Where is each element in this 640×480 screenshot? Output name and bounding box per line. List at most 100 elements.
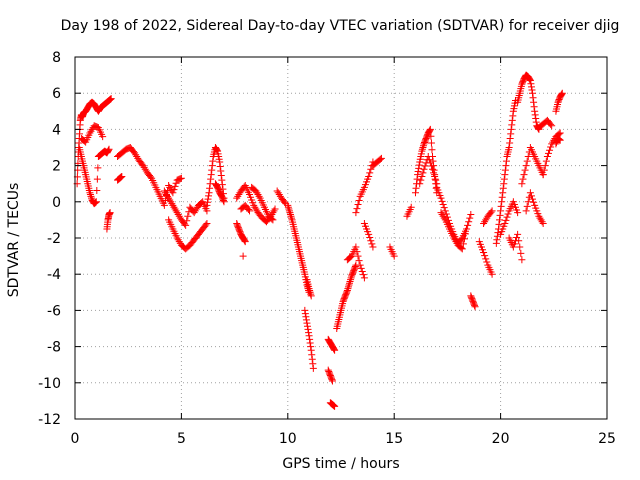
data-point [204, 195, 212, 203]
data-point [218, 181, 226, 189]
data-series-19 [324, 335, 339, 354]
data-point [347, 276, 355, 284]
data-point [174, 236, 182, 244]
data-point [498, 198, 506, 206]
data-point [417, 176, 425, 184]
data-point [171, 205, 179, 213]
data-point [495, 220, 503, 228]
data-point [239, 252, 247, 260]
data-point [170, 203, 178, 211]
data-series-5 [114, 172, 126, 184]
data-point [497, 207, 505, 215]
x-axis-ticks: 0 5 10 15 20 25 [71, 57, 616, 447]
data-point [269, 209, 277, 217]
data-point [160, 187, 168, 195]
data-point [309, 364, 317, 372]
data-point [471, 301, 479, 309]
data-point [530, 98, 538, 106]
data-point [523, 202, 531, 210]
data-point [175, 238, 183, 246]
data-point [268, 215, 276, 223]
data-point [208, 162, 216, 170]
data-point [170, 186, 178, 194]
data-point [367, 237, 375, 245]
data-point [421, 162, 429, 170]
data-point [139, 162, 147, 170]
data-point [355, 257, 363, 265]
data-point [526, 76, 534, 84]
data-point [497, 202, 505, 210]
data-point [107, 95, 115, 103]
data-point [356, 261, 364, 269]
data-point [104, 147, 112, 155]
data-point [415, 161, 423, 169]
data-point [416, 180, 424, 188]
data-point [531, 107, 539, 115]
data-point [328, 376, 336, 384]
data-point [273, 187, 281, 195]
data-point [366, 169, 374, 177]
data-point [173, 209, 181, 217]
data-point [359, 271, 367, 279]
data-point [303, 322, 311, 330]
data-point [165, 194, 173, 202]
data-point [343, 288, 351, 296]
data-point [357, 264, 365, 272]
data-point [174, 210, 182, 218]
data-point [93, 175, 101, 183]
data-point [355, 196, 363, 204]
data-series-34 [475, 238, 496, 278]
data-series-10 [233, 220, 249, 246]
data-point [459, 240, 467, 248]
data-point [514, 230, 522, 238]
data-point [558, 90, 566, 98]
data-point [487, 208, 495, 216]
data-point [284, 201, 292, 209]
data-point [369, 243, 377, 251]
data-point [161, 189, 169, 197]
data-point [522, 162, 530, 170]
data-point [506, 134, 514, 142]
data-point [390, 252, 398, 260]
data-point [546, 146, 554, 154]
data-point [527, 192, 535, 200]
data-point [527, 80, 535, 88]
data-series-42 [535, 116, 556, 132]
data-point [86, 189, 94, 197]
data-point [503, 213, 511, 221]
data-point [450, 234, 458, 242]
data-point [105, 145, 113, 153]
data-point [163, 191, 171, 199]
data-point [509, 112, 517, 120]
data-point [173, 234, 181, 242]
data-series-9 [211, 180, 228, 206]
data-point [432, 176, 440, 184]
data-point [217, 167, 225, 175]
data-point [542, 157, 550, 165]
data-point [172, 207, 180, 215]
data-point [367, 165, 375, 173]
data-series-22 [333, 261, 360, 332]
data-point [87, 127, 95, 135]
data-point [301, 310, 309, 318]
data-point [213, 182, 221, 190]
data-point [532, 118, 540, 126]
x-tick-label: 5 [177, 431, 186, 447]
data-point [427, 132, 435, 140]
data-series-6 [165, 216, 211, 253]
data-point [425, 127, 433, 135]
data-point [426, 126, 434, 134]
data-point [169, 189, 177, 197]
data-point [286, 210, 294, 218]
data-point [303, 319, 311, 327]
data-point [352, 209, 360, 217]
data-point [147, 173, 155, 181]
data-point [418, 172, 426, 180]
data-point [234, 192, 242, 200]
data-series-13 [239, 252, 247, 260]
data-point [415, 164, 423, 172]
data-point [438, 197, 446, 205]
data-point [441, 207, 449, 215]
x-tick-label: 0 [71, 431, 80, 447]
data-point [167, 198, 175, 206]
